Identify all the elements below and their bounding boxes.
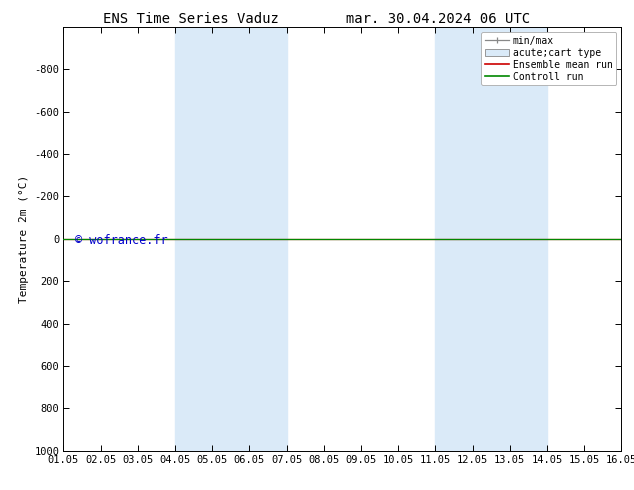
Y-axis label: Temperature 2m (°C): Temperature 2m (°C) bbox=[18, 175, 29, 303]
Text: ENS Time Series Vaduz        mar. 30.04.2024 06 UTC: ENS Time Series Vaduz mar. 30.04.2024 06… bbox=[103, 12, 531, 26]
Text: © wofrance.fr: © wofrance.fr bbox=[75, 235, 167, 247]
Bar bbox=[436, 27, 547, 451]
Bar bbox=[175, 27, 287, 451]
Legend: min/max, acute;cart type, Ensemble mean run, Controll run: min/max, acute;cart type, Ensemble mean … bbox=[481, 32, 616, 85]
